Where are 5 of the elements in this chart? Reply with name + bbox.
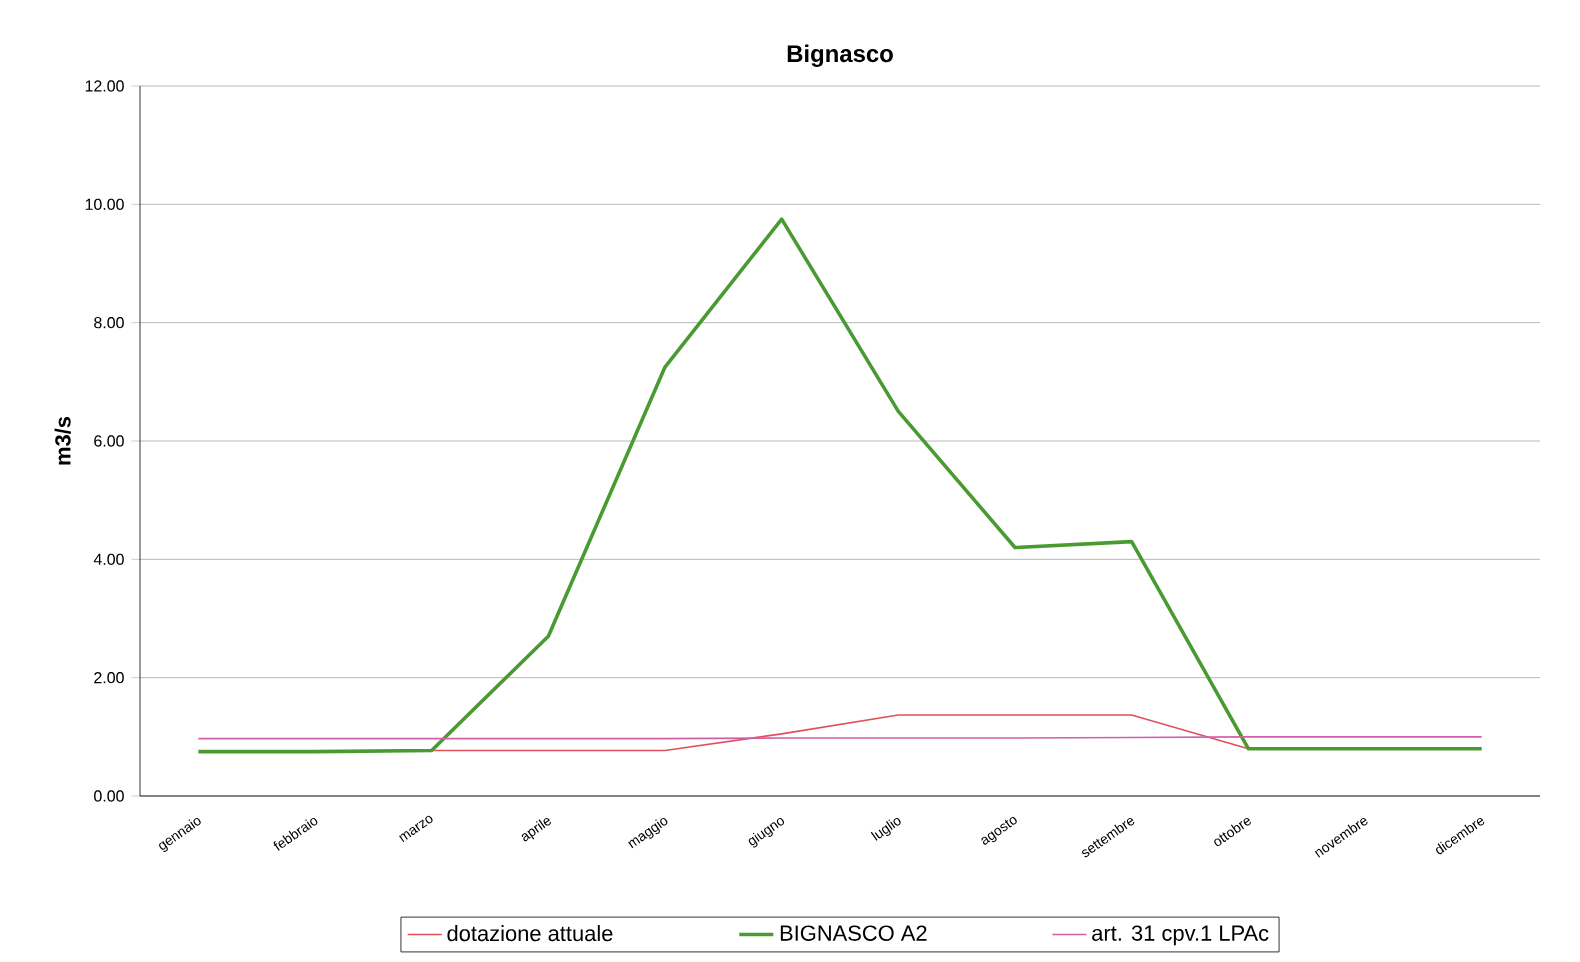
chart-title: Bignasco <box>787 44 893 67</box>
legend-label: BIGNASCO A2 <box>780 925 927 941</box>
legend-label: art. 31 cpv.1 LPAc <box>1092 925 1269 946</box>
y-axis-title: m3/s <box>54 416 71 465</box>
legend-label: dotazione attuale <box>447 925 613 942</box>
